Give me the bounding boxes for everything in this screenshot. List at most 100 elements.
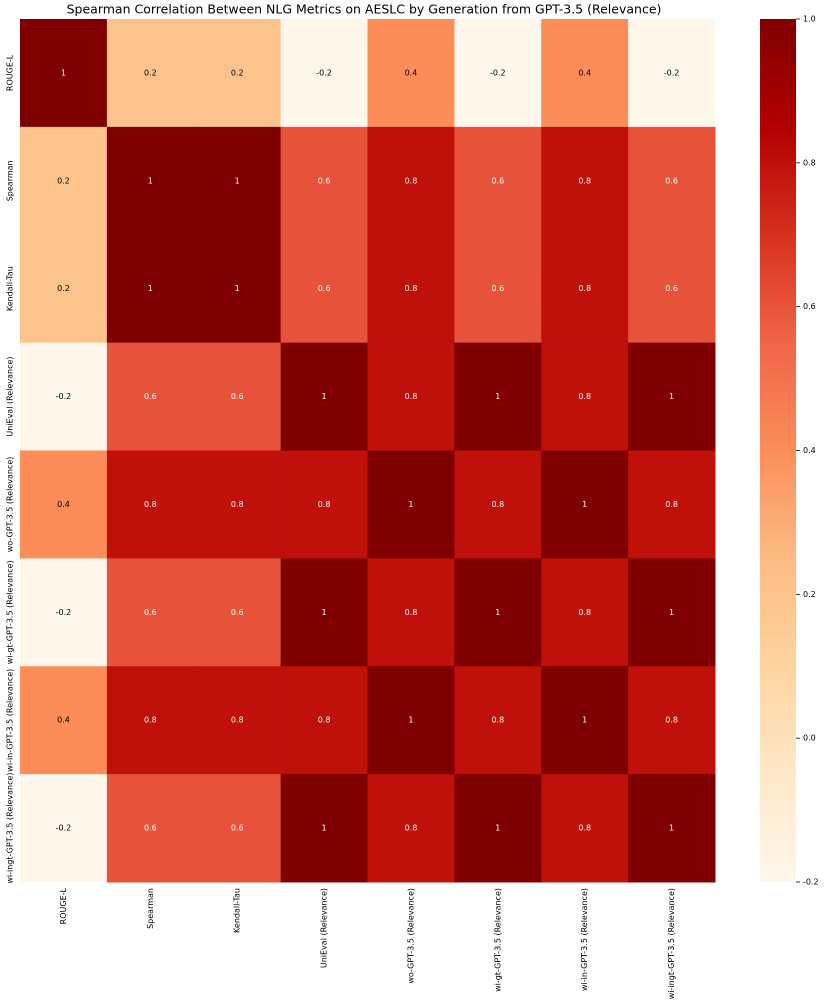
heatmap-cell	[280, 450, 368, 559]
heatmap-cell	[454, 450, 542, 559]
heatmap-cell	[20, 126, 108, 236]
cell-label: -0.2	[56, 824, 72, 833]
heatmap-cell	[280, 126, 368, 236]
cell-label: 1	[582, 500, 587, 509]
heatmap-cell	[20, 558, 108, 667]
colorbar-tick-label: 0.6	[803, 302, 816, 311]
cell-label: 1	[495, 392, 500, 401]
heatmap-cell	[628, 19, 716, 128]
y-tick-label: wo-GPT-3.5 (Relevance)	[6, 457, 15, 553]
heatmap-cell	[193, 342, 282, 451]
colorbar-tick-label: 0.0	[803, 734, 816, 743]
heatmap-cell	[367, 342, 455, 451]
heatmap-cell	[541, 19, 629, 128]
heatmap-cell	[454, 774, 542, 883]
heatmap-cell	[193, 666, 282, 775]
heatmap-cell	[193, 774, 282, 883]
cell-label: 0.2	[144, 68, 157, 77]
colorbar	[760, 19, 796, 882]
y-tick-label: UniEval (Relevance)	[6, 356, 15, 436]
heatmap-cell	[280, 666, 368, 775]
heatmap-cell	[628, 126, 716, 236]
cell-label: 0.6	[491, 176, 504, 185]
y-tick-label: Spearman	[6, 160, 15, 201]
cell-label: 1	[495, 824, 500, 833]
cell-label: 0.8	[665, 500, 678, 509]
cell-label: 0.6	[318, 284, 331, 293]
y-tick-label: ROUGE-L	[6, 54, 15, 91]
heatmap-cell	[106, 126, 195, 236]
heatmap-cell	[454, 666, 542, 775]
chart-title: Spearman Correlation Between NLG Metrics…	[67, 2, 662, 17]
heatmap-cell	[193, 19, 282, 128]
heatmap-cell	[106, 774, 195, 883]
cell-label: 0.2	[231, 68, 244, 77]
colorbar-tick-label: 0.4	[803, 446, 816, 455]
y-tick-label: Kendall-Tau	[6, 266, 15, 311]
heatmap-cell	[628, 666, 716, 775]
cell-label: 0.8	[144, 500, 157, 509]
cell-label: 0.8	[405, 176, 418, 185]
cell-label: 1	[322, 392, 327, 401]
cell-label: 0.8	[405, 608, 418, 617]
heatmap-cell	[20, 342, 108, 451]
cell-label: 0.8	[491, 716, 504, 725]
cell-label: 0.6	[231, 608, 244, 617]
colorbar-tick-label: -0.2	[803, 878, 819, 887]
cell-label: 0.6	[318, 176, 331, 185]
heatmap-cell	[106, 234, 195, 344]
cell-label: 1	[61, 68, 66, 77]
cell-label: 0.6	[665, 176, 678, 185]
cell-label: 0.8	[578, 176, 591, 185]
heatmap-cell	[106, 558, 195, 667]
cell-label: 0.8	[578, 392, 591, 401]
cell-label: 0.2	[57, 284, 70, 293]
cell-label: 1	[148, 176, 153, 185]
heatmap-cell	[541, 666, 629, 775]
cell-label: 0.6	[231, 392, 244, 401]
heatmap-cell	[280, 342, 368, 451]
cell-label: 1	[148, 284, 153, 293]
cell-label: 1	[322, 824, 327, 833]
cell-label: 0.6	[144, 608, 157, 617]
cell-label: 0.8	[405, 824, 418, 833]
heatmap-cell	[541, 234, 629, 344]
heatmap-cell	[106, 19, 195, 128]
heatmap-cell	[280, 234, 368, 344]
cell-label: 0.8	[318, 716, 331, 725]
cell-label: -0.2	[56, 392, 72, 401]
x-tick-label: Spearman	[146, 888, 155, 929]
cell-label: 0.8	[318, 500, 331, 509]
x-tick-label: wi-in-GPT-3.5 (Relevance)	[580, 888, 589, 991]
y-tick-label: wi-ingt-GPT-3.5 (Relevance)	[6, 772, 15, 883]
cell-label: 1	[408, 716, 413, 725]
heatmap-cell	[541, 558, 629, 667]
heatmap-cell	[454, 234, 542, 344]
heatmap-cell	[106, 450, 195, 559]
colorbar-tick-label: 1.0	[803, 15, 816, 24]
x-tick-label: ROUGE-L	[59, 887, 68, 924]
heatmap-cell	[193, 450, 282, 559]
heatmap-cell	[628, 342, 716, 451]
cell-label: -0.2	[56, 608, 72, 617]
cell-label: 0.8	[578, 608, 591, 617]
heatmap-cell	[193, 234, 282, 344]
heatmap-cell	[541, 450, 629, 559]
heatmap-cell	[628, 234, 716, 344]
heatmap-cell	[193, 558, 282, 667]
x-tick-label: wi-ingt-GPT-3.5 (Relevance)	[667, 888, 676, 999]
cell-label: 0.6	[231, 824, 244, 833]
cell-label: 0.4	[57, 500, 70, 509]
cell-label: 0.2	[57, 176, 70, 185]
heatmap-cell	[106, 666, 195, 775]
heatmap-cell	[541, 342, 629, 451]
heatmap-cell	[367, 19, 455, 128]
cell-label: 0.6	[144, 824, 157, 833]
cell-label: 0.8	[405, 392, 418, 401]
cell-label: 0.8	[231, 500, 244, 509]
heatmap-cell	[280, 558, 368, 667]
cell-label: 1	[669, 392, 674, 401]
heatmap-cell	[367, 774, 455, 883]
cell-label: 0.4	[57, 716, 70, 725]
cell-label: 1	[408, 500, 413, 509]
